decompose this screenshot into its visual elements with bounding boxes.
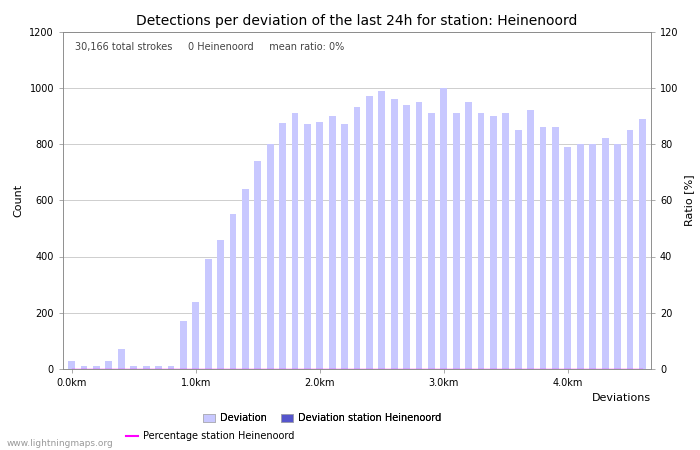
Bar	[106, 360, 112, 369]
Bar	[503, 113, 510, 369]
Bar	[254, 161, 261, 369]
Bar	[564, 147, 571, 369]
Bar	[279, 123, 286, 369]
Bar	[416, 102, 422, 369]
Text: Deviations: Deviations	[592, 392, 651, 403]
Bar	[143, 366, 150, 369]
Bar	[515, 130, 522, 369]
Bar	[354, 108, 360, 369]
Bar	[267, 144, 274, 369]
Bar	[466, 102, 472, 369]
Bar	[379, 90, 385, 369]
Bar	[366, 96, 373, 369]
Bar	[453, 113, 460, 369]
Bar	[577, 144, 584, 369]
Bar	[316, 122, 323, 369]
Bar	[118, 349, 125, 369]
Bar	[155, 366, 162, 369]
Bar	[230, 214, 237, 369]
Bar	[403, 105, 410, 369]
Bar	[639, 119, 645, 369]
Bar	[193, 302, 199, 369]
Text: 30,166 total strokes     0 Heinenoord     mean ratio: 0%: 30,166 total strokes 0 Heinenoord mean r…	[75, 42, 344, 52]
Title: Detections per deviation of the last 24h for station: Heinenoord: Detections per deviation of the last 24h…	[136, 14, 578, 27]
Bar	[440, 88, 447, 369]
Bar	[217, 239, 224, 369]
Bar	[180, 321, 187, 369]
Bar	[614, 144, 621, 369]
Y-axis label: Count: Count	[14, 184, 24, 217]
Bar	[626, 130, 634, 369]
Bar	[341, 124, 348, 369]
Text: www.lightningmaps.org: www.lightningmaps.org	[7, 439, 113, 448]
Legend: Deviation, Deviation station Heinenoord: Deviation, Deviation station Heinenoord	[199, 410, 444, 427]
Bar	[490, 116, 497, 369]
Bar	[602, 139, 608, 369]
Bar	[391, 99, 398, 369]
Bar	[80, 366, 88, 369]
Bar	[242, 189, 248, 369]
Bar	[292, 113, 298, 369]
Bar	[589, 144, 596, 369]
Legend: Percentage station Heinenoord: Percentage station Heinenoord	[122, 428, 298, 445]
Bar	[527, 110, 534, 369]
Bar	[130, 366, 137, 369]
Y-axis label: Ratio [%]: Ratio [%]	[684, 175, 694, 226]
Bar	[304, 124, 311, 369]
Bar	[428, 113, 435, 369]
Bar	[329, 116, 335, 369]
Bar	[477, 113, 484, 369]
Bar	[167, 366, 174, 369]
Bar	[540, 127, 547, 369]
Bar	[69, 360, 75, 369]
Bar	[93, 366, 100, 369]
Bar	[552, 127, 559, 369]
Bar	[204, 259, 211, 369]
